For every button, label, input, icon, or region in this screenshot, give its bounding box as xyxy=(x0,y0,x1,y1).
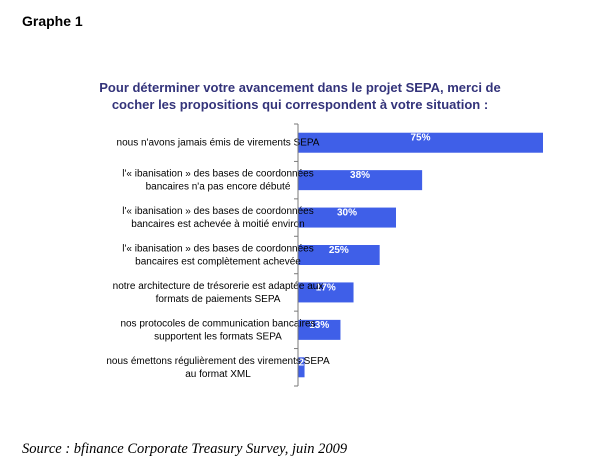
chart-title-line-2: cocher les propositions qui corresponden… xyxy=(111,97,489,112)
value-label-6: 13% xyxy=(309,320,329,331)
category-label-3-line-2: bancaires est achevée à moitié environ xyxy=(131,219,304,230)
bar-7 xyxy=(298,357,305,378)
value-label-2: 38% xyxy=(350,170,370,181)
chart-title-line-1: Pour déterminer votre avancement dans le… xyxy=(99,80,501,95)
category-label-2-line-1: l'« ibanisation » des bases de coordonné… xyxy=(122,169,314,180)
chart-heading: Graphe 1 xyxy=(22,13,83,29)
bar-2 xyxy=(298,170,423,191)
bar-6 xyxy=(298,319,341,340)
category-label-5-line-2: formats de paiements SEPA xyxy=(156,294,281,305)
category-label-4-line-1: l'« ibanisation » des bases de coordonné… xyxy=(122,244,314,255)
value-label-3: 30% xyxy=(337,208,357,219)
value-label-4: 25% xyxy=(329,245,349,256)
category-label-4-line-2: bancaires est complètement achevée xyxy=(135,257,301,268)
bar-5 xyxy=(298,282,354,303)
category-label-6-line-1: nos protocoles de communication bancaire… xyxy=(120,318,315,329)
bar-4 xyxy=(298,245,380,265)
category-label-3-line-1: l'« ibanisation » des bases de coordonné… xyxy=(122,206,314,217)
category-label-7-line-2: au format XML xyxy=(185,369,251,380)
bar-1 xyxy=(298,132,543,153)
chart-title: Pour déterminer votre avancement dans le… xyxy=(60,79,540,113)
value-label-7: 2 xyxy=(298,357,304,368)
value-label-5: 17% xyxy=(316,282,336,293)
category-label-6-line-2: supportent les formats SEPA xyxy=(154,331,282,342)
category-label-1-line-1: nous n'avons jamais émis de virements SE… xyxy=(117,138,320,149)
value-label-1: 75% xyxy=(410,133,430,144)
category-label-5-line-1: notre architecture de trésorerie est ada… xyxy=(113,281,324,292)
category-label-7-line-1: nous émettons régulièrement des virement… xyxy=(106,356,330,367)
category-label-2-line-2: bancaires n'a pas encore débuté xyxy=(146,182,291,193)
bar-3 xyxy=(298,207,396,228)
source-note: Source : bfinance Corporate Treasury Sur… xyxy=(22,441,348,457)
